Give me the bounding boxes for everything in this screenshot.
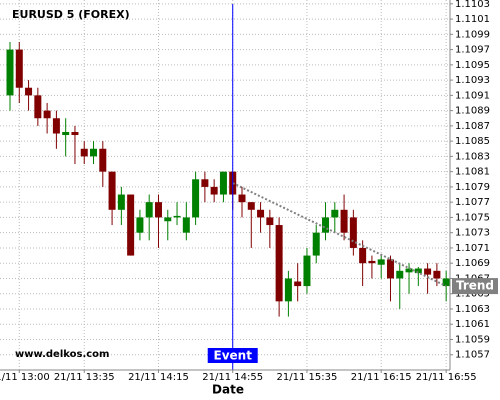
candle-body xyxy=(247,202,255,210)
plot-area xyxy=(6,4,450,370)
y-tick-label: 1.1069 xyxy=(455,258,490,269)
candle-body xyxy=(6,49,14,96)
candle-body xyxy=(210,186,218,195)
event-label: Event xyxy=(214,349,253,363)
candle-body xyxy=(433,270,441,279)
candle-body xyxy=(15,49,23,88)
trend-label: Trend xyxy=(456,279,494,293)
candle-body xyxy=(136,217,144,233)
candle-body xyxy=(359,247,367,264)
candle-body xyxy=(99,148,107,172)
x-tick-label: 21/11 13:00 xyxy=(0,372,50,383)
candle-body xyxy=(331,209,339,218)
x-axis-label: Date xyxy=(212,383,244,397)
candle-body xyxy=(312,232,320,256)
chart-title: EURUSD 5 (FOREX) xyxy=(12,8,130,21)
y-tick-label: 1.1079 xyxy=(455,182,490,193)
candle-body xyxy=(182,217,190,233)
y-tick-label: 1.1061 xyxy=(455,319,490,330)
y-tick-label: 1.1099 xyxy=(455,29,490,40)
candle-body xyxy=(62,131,70,136)
y-tick-label: 1.1103 xyxy=(455,0,490,10)
candle-body xyxy=(127,194,135,256)
candle-body xyxy=(219,171,227,195)
candle-body xyxy=(192,179,200,218)
candle-body xyxy=(90,148,98,157)
candle-body xyxy=(154,202,162,218)
y-tick-label: 1.1087 xyxy=(455,121,490,132)
y-tick-label: 1.1081 xyxy=(455,167,490,178)
x-tick-label: 21/11 16:55 xyxy=(416,372,477,383)
y-tick-label: 1.1071 xyxy=(455,243,490,254)
candle-body xyxy=(34,95,42,119)
candle-body xyxy=(164,217,172,222)
candle-body xyxy=(424,268,432,275)
candle-body xyxy=(117,194,125,210)
x-tick-label: 21/11 14:55 xyxy=(202,372,263,383)
y-tick-label: 1.1101 xyxy=(455,14,490,25)
candle-body xyxy=(80,148,88,157)
event-label-box xyxy=(207,348,258,363)
candle-body xyxy=(71,131,79,136)
y-tick-label: 1.1085 xyxy=(455,136,490,147)
candle-body xyxy=(349,217,357,248)
y-tick-label: 1.1097 xyxy=(455,45,490,56)
y-tick-label: 1.1093 xyxy=(455,75,490,86)
candle-body xyxy=(386,259,394,279)
y-tick-label: 1.1065 xyxy=(455,289,490,300)
x-tick-label: 21/11 14:15 xyxy=(128,372,189,383)
candle-body xyxy=(322,217,330,233)
axes: 1.10571.10591.10611.10631.10651.10671.10… xyxy=(0,0,498,383)
candle-body xyxy=(340,209,348,233)
candle-body xyxy=(173,215,181,218)
y-tick-label: 1.1091 xyxy=(455,90,490,101)
candle-body xyxy=(201,179,209,187)
candle-body xyxy=(52,118,60,134)
x-tick-label: 21/11 16:15 xyxy=(351,372,412,383)
candle-body xyxy=(414,268,422,274)
y-tick-label: 1.1083 xyxy=(455,151,490,162)
y-tick-label: 1.1059 xyxy=(455,334,490,345)
candle-body xyxy=(238,194,246,203)
y-tick-label: 1.1077 xyxy=(455,197,490,208)
candle-body xyxy=(145,202,153,218)
y-tick-label: 1.1095 xyxy=(455,60,490,71)
candle-body xyxy=(284,278,292,302)
candle-body xyxy=(368,260,376,264)
candle-body xyxy=(108,171,116,210)
trend-line xyxy=(232,182,447,287)
y-tick-label: 1.1089 xyxy=(455,106,490,117)
y-tick-label: 1.1063 xyxy=(455,304,490,315)
candle-body xyxy=(377,259,385,265)
x-tick-label: 21/11 13:35 xyxy=(54,372,115,383)
candle-body xyxy=(405,268,413,273)
y-tick-label: 1.1057 xyxy=(455,350,490,361)
candle-body xyxy=(442,278,450,287)
candle-body xyxy=(25,87,33,96)
candle-body xyxy=(266,217,274,226)
candle-body xyxy=(257,209,265,218)
trend-label-box xyxy=(452,278,498,295)
candle-body xyxy=(396,270,404,279)
y-tick-label: 1.1073 xyxy=(455,228,490,239)
y-tick-label: 1.1075 xyxy=(455,212,490,223)
candle-body xyxy=(294,281,302,287)
candle-body xyxy=(275,225,283,302)
candle-body xyxy=(303,255,311,287)
candle-body xyxy=(43,110,51,119)
watermark: www.delkos.com xyxy=(15,349,109,360)
x-tick-label: 21/11 15:35 xyxy=(277,372,338,383)
